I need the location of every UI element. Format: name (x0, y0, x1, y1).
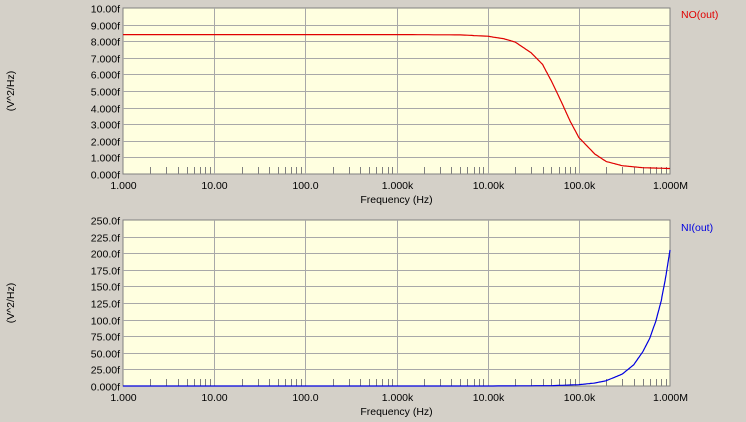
y-tick-label: 8.000f (91, 37, 120, 49)
x-tick-label: 1.000 (110, 180, 136, 192)
y-tick-label: 250.0f (91, 216, 120, 228)
y-tick-label: 5.000f (91, 87, 120, 99)
x-tick-label: 1.000M (653, 180, 688, 192)
x-tick-label: 100.0 (292, 392, 318, 404)
series-line-1 (123, 34, 670, 170)
x-tick-label: 10.00k (473, 180, 505, 192)
x-axis-label: Frequency (Hz) (360, 194, 432, 206)
series-line-1 (123, 249, 671, 387)
x-tick-label: 100.0k (564, 180, 596, 192)
x-tick-label: 10.00k (473, 392, 505, 404)
y-tick-label: 10.00f (91, 4, 120, 16)
legend-entry: NI(out) (681, 222, 713, 234)
y-tick-label: 0.000f (91, 382, 120, 394)
y-tick-label: 2.000f (91, 137, 120, 149)
legend-entry: NO(out) (681, 9, 718, 21)
y-tick-label: 1.000f (91, 153, 120, 165)
y-tick-label: 3.000f (91, 120, 120, 132)
x-tick-label: 1.000 (110, 392, 136, 404)
y-tick-label: 50.00f (91, 349, 120, 361)
x-axis-label: Frequency (Hz) (360, 406, 432, 418)
y-tick-label: 75.00f (91, 332, 120, 344)
y-tick-label: 200.0f (91, 249, 120, 261)
x-tick-label: 1.000M (653, 392, 688, 404)
y-tick-label: 175.0f (91, 266, 120, 278)
x-tick-label: 1.000k (382, 180, 414, 192)
y-tick-label: 0.000f (91, 170, 120, 182)
chart-panel-1: 0.000f 1.000f 2.000f 3.000f 4.000f 5.000f 6.00… (5, 4, 718, 207)
x-tick-label: 10.00 (201, 392, 227, 404)
chart-panel-2: 0.000f 25.00f 50.00f 75.00f 100.0f 125.0f 150.… (5, 216, 713, 419)
y-tick-label: 100.0f (91, 316, 120, 328)
y-tick-label: 125.0f (91, 299, 120, 311)
y-tick-label: 225.0f (91, 233, 120, 245)
y-tick-label: 9.000f (91, 21, 120, 33)
y-tick-label: 6.000f (91, 70, 120, 82)
y-axis-label: (V^2/Hz) (5, 71, 17, 112)
y-axis-label: (V^2/Hz) (5, 283, 17, 324)
x-tick-label: 100.0k (564, 392, 596, 404)
x-tick-label: 100.0 (292, 180, 318, 192)
y-tick-label: 4.000f (91, 104, 120, 116)
y-tick-label: 7.000f (91, 54, 120, 66)
y-tick-label: 25.00f (91, 365, 120, 377)
x-tick-label: 1.000k (382, 392, 414, 404)
y-tick-label: 150.0f (91, 282, 120, 294)
x-tick-label: 10.00 (201, 180, 227, 192)
